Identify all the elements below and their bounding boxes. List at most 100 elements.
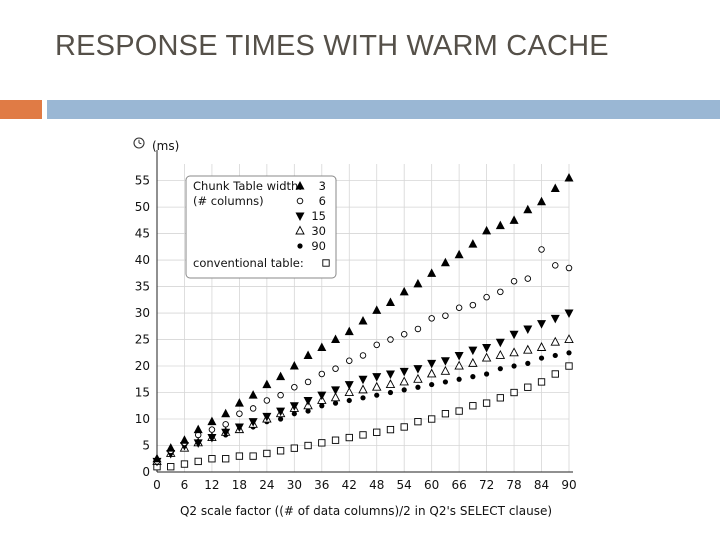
accent-bar <box>0 100 42 119</box>
data-point <box>565 264 573 272</box>
data-point <box>360 395 366 401</box>
data-point <box>344 326 354 336</box>
data-point <box>385 370 395 379</box>
data-point <box>413 373 423 383</box>
y-axis-label: (ms) <box>152 139 179 153</box>
x-tick-label: 54 <box>397 478 412 492</box>
legend-entry-label: 15 <box>311 209 326 223</box>
data-point <box>509 215 519 224</box>
data-point <box>278 416 284 422</box>
data-point <box>482 343 492 353</box>
data-point <box>538 355 545 361</box>
x-tick-label: 12 <box>204 478 219 492</box>
data-point <box>455 304 463 312</box>
data-point <box>207 416 217 426</box>
data-point <box>291 411 297 417</box>
legend-entry-label: 6 <box>319 194 326 208</box>
data-point <box>524 383 532 391</box>
data-point <box>442 312 449 319</box>
x-tick-label: 66 <box>451 478 466 492</box>
x-tick-label: 42 <box>342 478 357 492</box>
data-point <box>523 344 533 354</box>
data-point <box>276 407 286 417</box>
legend-entry-label: 3 <box>319 179 326 193</box>
data-point <box>400 330 408 338</box>
data-point <box>386 425 395 434</box>
data-point <box>413 365 423 374</box>
legend-marker <box>297 243 303 249</box>
data-point <box>344 387 355 396</box>
legend-entry-label: 90 <box>311 239 326 253</box>
data-point <box>194 457 202 466</box>
data-point <box>167 463 175 471</box>
series-conventional-table <box>153 362 573 471</box>
data-point <box>331 436 340 444</box>
x-tick-label: 84 <box>534 478 549 492</box>
data-point <box>566 350 572 356</box>
data-point <box>385 297 395 306</box>
x-tick-label: 18 <box>232 478 247 492</box>
data-point <box>344 381 354 390</box>
data-point <box>454 360 464 370</box>
data-point <box>303 350 313 359</box>
y-tick-label: 0 <box>142 465 150 479</box>
data-point <box>166 443 176 452</box>
x-tick-label: 0 <box>153 478 161 492</box>
data-point <box>317 391 327 401</box>
data-point <box>248 418 258 427</box>
y-tick-label: 40 <box>135 253 150 267</box>
data-point <box>152 453 162 463</box>
data-point <box>291 383 298 391</box>
data-point <box>415 384 421 390</box>
data-point <box>332 365 339 372</box>
series-3 <box>152 172 574 463</box>
data-point <box>358 384 368 394</box>
data-point <box>565 362 573 370</box>
data-point <box>304 441 312 450</box>
data-point <box>483 293 490 301</box>
data-point <box>510 278 518 285</box>
data-point <box>289 402 299 411</box>
data-point <box>193 424 203 434</box>
data-point <box>482 225 492 235</box>
data-point <box>496 394 504 402</box>
data-point <box>222 455 230 463</box>
data-point <box>469 301 477 309</box>
y-tick-label: 10 <box>135 412 150 426</box>
data-point <box>537 320 547 329</box>
data-point <box>536 342 547 351</box>
scatter-chart: (ms) 0 6 12 18 24 30 36 42 48 54 60 66 72 78 84 9005101… <box>133 137 577 518</box>
title-rule-bar <box>47 100 720 119</box>
data-point <box>468 239 478 248</box>
data-point <box>317 342 327 351</box>
x-tick-label: 36 <box>314 478 329 492</box>
data-point <box>387 336 394 343</box>
y-tick-label: 50 <box>135 200 150 214</box>
data-point <box>262 412 272 422</box>
data-point <box>387 389 394 396</box>
data-point <box>385 379 396 389</box>
data-point <box>207 434 217 443</box>
data-point <box>331 386 341 395</box>
data-point <box>248 390 258 399</box>
data-point <box>523 325 533 334</box>
y-tick-label: 35 <box>135 280 150 294</box>
y-tick-label: 5 <box>142 439 150 453</box>
x-tick-label: 78 <box>506 478 521 492</box>
series-90 <box>154 350 572 465</box>
data-point <box>179 435 189 444</box>
data-point <box>495 220 505 230</box>
data-point <box>552 352 558 359</box>
x-axis-label: Q2 scale factor ((# of data columns)/2 i… <box>180 504 552 518</box>
y-tick-label: 45 <box>135 227 150 241</box>
data-point <box>537 196 547 206</box>
data-point <box>319 403 325 409</box>
data-point <box>371 381 382 391</box>
legend-marker <box>295 225 305 235</box>
x-tick-label: 6 <box>181 478 189 492</box>
data-point <box>399 286 409 296</box>
data-point <box>263 449 271 458</box>
legend-conventional-label: conventional table: <box>193 256 304 270</box>
data-point <box>318 370 326 378</box>
data-point <box>442 379 448 385</box>
